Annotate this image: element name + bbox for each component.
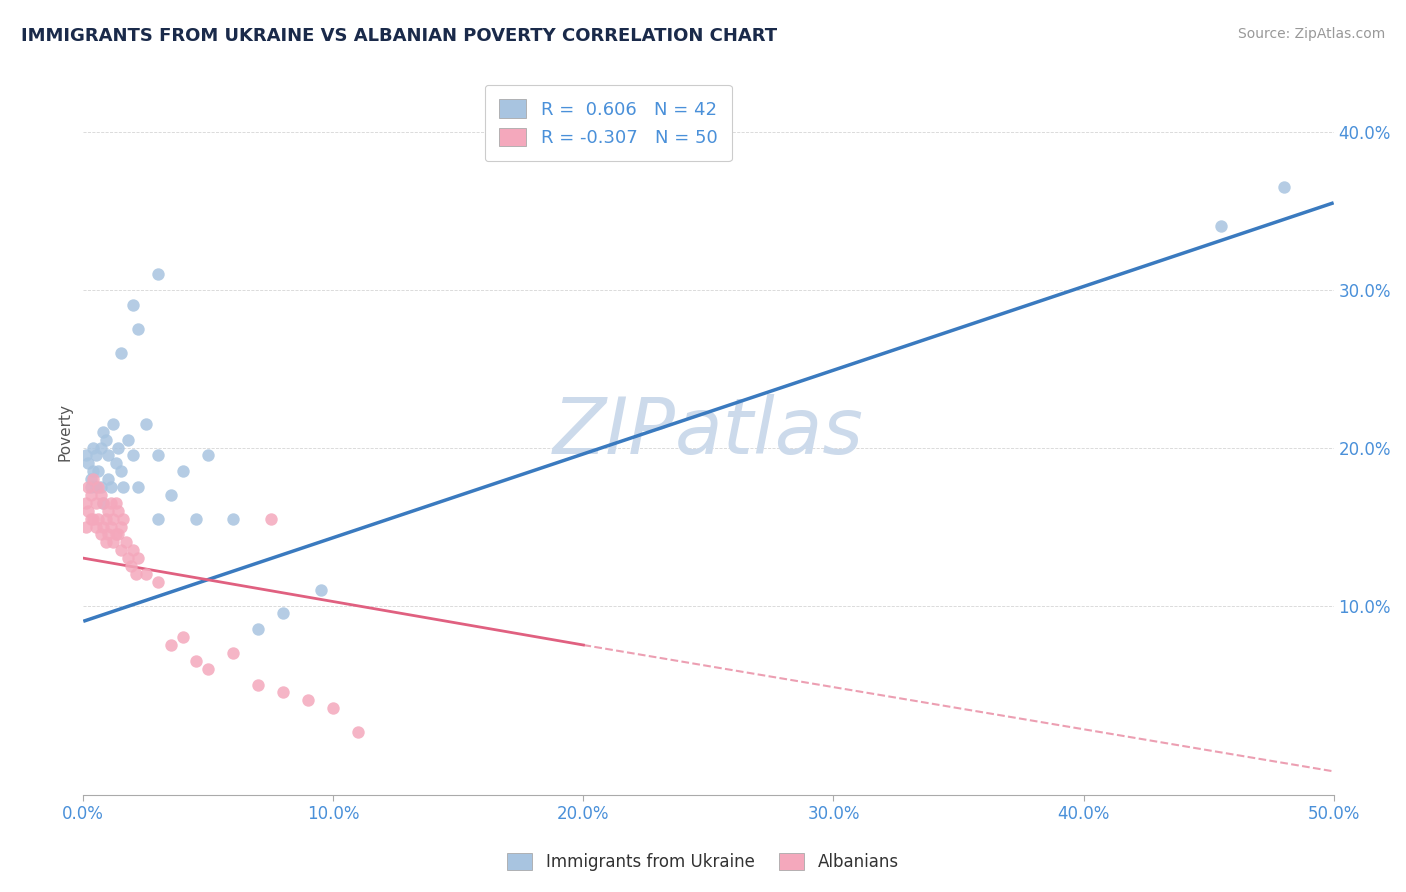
Point — [75, 496, 97, 510]
Point — [90, 441, 112, 455]
Legend: Immigrants from Ukraine, Albanians: Immigrants from Ukraine, Albanians — [499, 845, 907, 880]
Point — [148, 511, 170, 525]
Point — [80, 480, 103, 494]
Point — [197, 449, 219, 463]
Point — [122, 543, 145, 558]
Point — [97, 472, 120, 486]
Point — [273, 607, 295, 621]
Point — [1272, 180, 1295, 194]
Point — [80, 488, 103, 502]
Point — [82, 511, 104, 525]
Point — [75, 449, 97, 463]
Point — [103, 511, 125, 525]
Point — [97, 449, 120, 463]
Point — [197, 662, 219, 676]
Point — [114, 535, 136, 549]
Point — [104, 496, 127, 510]
Point — [91, 496, 114, 510]
Point — [297, 693, 319, 707]
Point — [100, 480, 122, 494]
Point — [127, 322, 149, 336]
Point — [104, 456, 127, 470]
Point — [84, 496, 107, 510]
Y-axis label: Poverty: Poverty — [58, 403, 72, 461]
Point — [222, 511, 245, 525]
Legend: R =  0.606   N = 42, R = -0.307   N = 50: R = 0.606 N = 42, R = -0.307 N = 50 — [485, 85, 733, 161]
Point — [77, 456, 100, 470]
Point — [87, 464, 110, 478]
Text: IMMIGRANTS FROM UKRAINE VS ALBANIAN POVERTY CORRELATION CHART: IMMIGRANTS FROM UKRAINE VS ALBANIAN POVE… — [21, 27, 778, 45]
Point — [91, 425, 114, 439]
Point — [90, 488, 112, 502]
Point — [91, 496, 114, 510]
Point — [117, 551, 139, 566]
Point — [90, 527, 112, 541]
Point — [148, 574, 170, 589]
Point — [112, 480, 135, 494]
Point — [110, 464, 132, 478]
Point — [148, 449, 170, 463]
Point — [90, 480, 112, 494]
Point — [122, 449, 145, 463]
Point — [97, 527, 120, 541]
Point — [125, 566, 148, 581]
Point — [1209, 219, 1232, 234]
Point — [80, 472, 103, 486]
Point — [100, 519, 122, 533]
Point — [159, 488, 181, 502]
Point — [84, 449, 107, 463]
Point — [112, 511, 135, 525]
Point — [148, 267, 170, 281]
Point — [117, 433, 139, 447]
Point — [247, 622, 270, 636]
Point — [110, 543, 132, 558]
Point — [103, 417, 125, 431]
Point — [172, 464, 194, 478]
Point — [322, 701, 344, 715]
Point — [100, 496, 122, 510]
Point — [77, 504, 100, 518]
Point — [110, 346, 132, 360]
Point — [309, 582, 332, 597]
Point — [135, 417, 157, 431]
Point — [347, 724, 370, 739]
Point — [172, 630, 194, 644]
Point — [103, 535, 125, 549]
Point — [94, 535, 117, 549]
Point — [120, 559, 142, 574]
Point — [247, 677, 270, 691]
Point — [184, 511, 207, 525]
Point — [222, 646, 245, 660]
Point — [82, 472, 104, 486]
Point — [84, 519, 107, 533]
Point — [87, 480, 110, 494]
Point — [273, 685, 295, 699]
Point — [127, 551, 149, 566]
Point — [107, 527, 129, 541]
Point — [135, 566, 157, 581]
Point — [82, 441, 104, 455]
Point — [75, 519, 97, 533]
Text: ZIPatlas: ZIPatlas — [553, 393, 863, 470]
Point — [94, 433, 117, 447]
Point — [127, 480, 149, 494]
Point — [122, 298, 145, 312]
Point — [94, 511, 117, 525]
Point — [91, 519, 114, 533]
Point — [184, 654, 207, 668]
Point — [107, 504, 129, 518]
Point — [84, 480, 107, 494]
Point — [87, 511, 110, 525]
Point — [260, 511, 283, 525]
Point — [107, 441, 129, 455]
Point — [104, 527, 127, 541]
Text: Source: ZipAtlas.com: Source: ZipAtlas.com — [1237, 27, 1385, 41]
Point — [110, 519, 132, 533]
Point — [82, 464, 104, 478]
Point — [80, 511, 103, 525]
Point — [97, 504, 120, 518]
Point — [159, 638, 181, 652]
Point — [77, 480, 100, 494]
